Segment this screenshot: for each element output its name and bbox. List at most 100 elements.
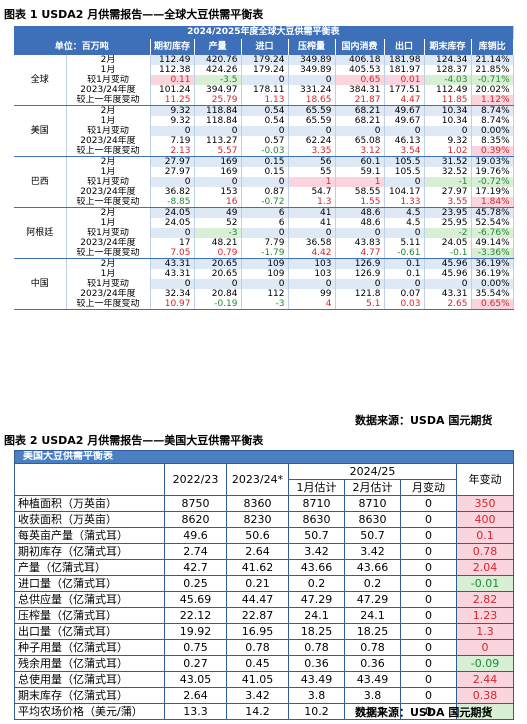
value-cell: 0 [384, 228, 425, 238]
table2-title: 美国大豆供需平衡表 [13, 450, 515, 464]
value-cell: 394.97 [194, 85, 242, 95]
value-cell: 8620 [164, 511, 227, 528]
value-cell: 0.15 [241, 156, 289, 167]
value-cell: 126.9 [335, 269, 385, 279]
value-cell: 68.21 [335, 116, 385, 126]
value-cell: 0 [241, 228, 289, 238]
row-label: 期末库存（亿蒲式耳） [14, 687, 165, 704]
value-cell: 0 [400, 607, 457, 624]
value-cell: 4.5 [384, 218, 425, 228]
value-cell: 25.79 [194, 95, 242, 106]
value-cell: 101.24 [150, 85, 195, 95]
value-cell: 4.47 [384, 95, 425, 106]
value-cell: 11.85 [424, 95, 472, 106]
value-cell: -3 [241, 299, 289, 310]
value-cell: 179.24 [241, 65, 289, 75]
row-label: 2023/24年度 [66, 136, 151, 146]
value-cell: 45.96 [424, 269, 472, 279]
row-label: 1月 [66, 65, 151, 75]
value-cell: 0 [384, 279, 425, 289]
value-cell: 105.5 [384, 167, 425, 177]
value-cell: -0.72 [241, 197, 289, 208]
value-cell: 54.7 [288, 187, 336, 197]
value-cell: 18.65 [288, 95, 336, 106]
col-header: 进口 [241, 39, 289, 55]
region-cell: 巴西 [14, 156, 67, 208]
value-cell: 20.65 [194, 258, 242, 269]
value-cell: 56 [288, 156, 336, 167]
row-label: 总使用量（亿蒲式耳） [14, 671, 165, 688]
value-cell: -4.03 [424, 75, 472, 85]
value-cell: 8750 [164, 495, 227, 512]
value-cell: 0 [424, 279, 472, 289]
col-header: 国内消费 [335, 39, 385, 55]
value-cell: 1.12% [471, 95, 514, 106]
value-cell: 113.27 [194, 136, 242, 146]
value-cell: 0 [150, 279, 195, 289]
region-cell: 阿根廷 [14, 207, 67, 259]
value-cell: 21.85% [471, 65, 514, 75]
value-cell: 0.65% [471, 299, 514, 310]
value-cell: 1.02 [424, 146, 472, 157]
table1-title: 2024/2025年度全球大豆供需平衡表 [14, 26, 514, 39]
table-row: 中国 2月 43.31 20.65 109 103 126.9 0.1 45.96 36.19% [14, 258, 514, 310]
row-label: 2023/24年度 [66, 238, 151, 248]
row-label: 较1月变动 [66, 228, 151, 238]
value-cell: 36.19% [471, 269, 514, 279]
value-cell: -0.03 [241, 146, 289, 157]
value-cell: 2.74 [164, 543, 227, 560]
value-cell: 43.05 [164, 671, 227, 688]
value-cell: 0 [335, 279, 385, 289]
value-cell: 0 [241, 75, 289, 85]
value-cell: 0 [400, 559, 457, 576]
table-row: 总使用量（亿蒲式耳） 43.05 41.05 43.49 43.49 0 2.44 [14, 671, 515, 688]
figure-1-title: 图表 1 USDA2 月供需报告——全球大豆供需平衡表 [4, 8, 264, 21]
value-cell: 43.31 [150, 269, 195, 279]
value-cell: 112.38 [150, 65, 195, 75]
row-label: 2月 [66, 105, 151, 116]
row-label: 较1月变动 [66, 126, 151, 136]
value-cell: 109 [241, 269, 289, 279]
table-row: 每英亩产量（蒲式耳） 49.6 50.6 50.7 50.7 0 0.1 [14, 527, 515, 544]
value-cell: 104.17 [384, 187, 425, 197]
value-cell: 112 [241, 289, 289, 299]
value-cell: 13.3 [164, 703, 227, 720]
value-cell: 52.54% [471, 218, 514, 228]
value-cell: 4.42 [288, 248, 336, 259]
value-cell: 24.05 [150, 218, 195, 228]
value-cell: 0 [400, 655, 457, 672]
value-cell: 0 [400, 543, 457, 560]
value-cell: 50.7 [288, 527, 345, 544]
value-cell: 424.26 [194, 65, 242, 75]
value-cell: 0 [400, 591, 457, 608]
value-cell: 0 [150, 126, 195, 136]
value-cell: 0.36 [344, 655, 401, 672]
value-cell: 121.8 [335, 289, 385, 299]
value-cell: 41.05 [226, 671, 289, 688]
value-cell: 4.5 [384, 207, 425, 218]
value-cell: 0.2 [344, 575, 401, 592]
value-cell: 3.8 [288, 687, 345, 704]
row-label: 总供应量（亿蒲式耳） [14, 591, 165, 608]
value-cell: 105.5 [384, 156, 425, 167]
value-cell: 0.87 [241, 187, 289, 197]
value-cell: 43.66 [288, 559, 345, 576]
value-cell: 43.31 [424, 289, 472, 299]
row-label: 种子用量（亿蒲式耳） [14, 639, 165, 656]
table-row: 种植面积（万英亩） 8750 8360 8710 8710 0 350 [14, 495, 515, 512]
value-cell: 60.1 [335, 156, 385, 167]
value-cell: 0.25 [164, 575, 227, 592]
value-cell: 3.12 [335, 146, 385, 157]
col-header: 产量 [194, 39, 242, 55]
value-cell: 22.12 [164, 607, 227, 624]
value-cell: 2.04 [455, 559, 515, 576]
value-cell: 0.1 [384, 258, 425, 269]
table-row: 全球 2月 112.49 420.76 179.24 349.89 406.18 181.98… [14, 55, 514, 106]
value-cell: 177.51 [384, 85, 425, 95]
value-cell: 0 [384, 177, 425, 187]
value-cell: 65.59 [288, 105, 336, 116]
value-cell: 400 [455, 511, 515, 528]
value-cell: 25.95 [424, 218, 472, 228]
table2-corner [14, 463, 165, 496]
value-cell: 55 [288, 167, 336, 177]
